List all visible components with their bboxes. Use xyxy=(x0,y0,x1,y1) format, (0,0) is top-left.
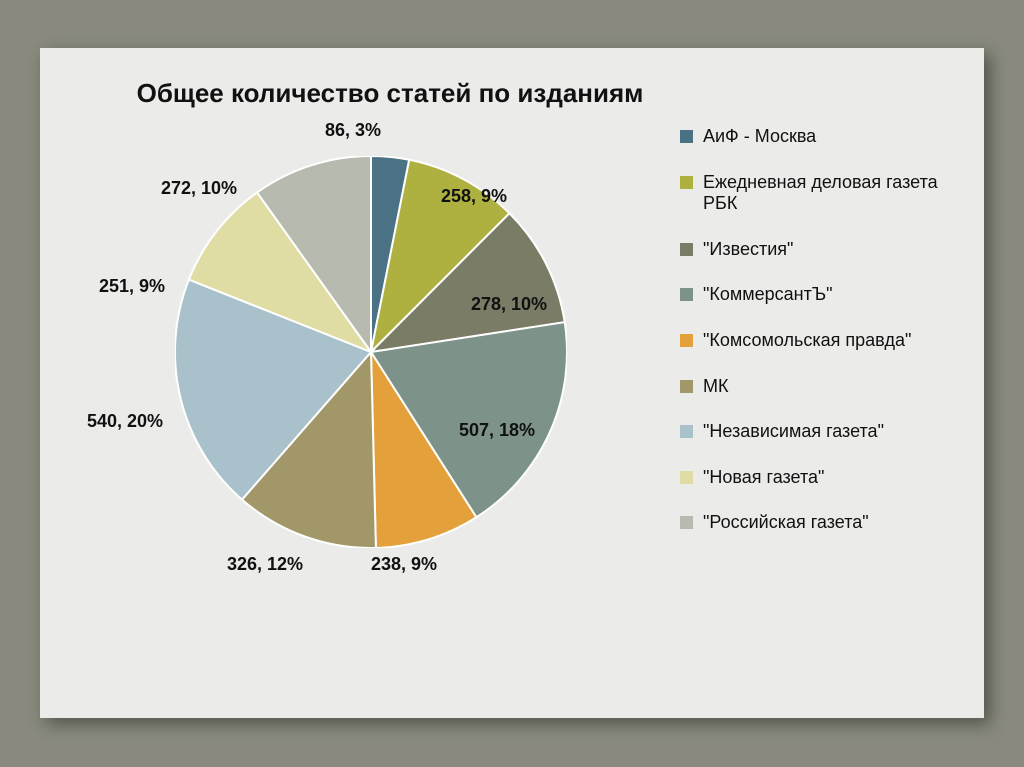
legend-swatch xyxy=(680,380,693,393)
slice-label: 238, 9% xyxy=(371,554,437,575)
legend-label: "Независимая газета" xyxy=(703,421,960,443)
legend-label: "Новая газета" xyxy=(703,467,960,489)
legend-label: "Известия" xyxy=(703,239,960,261)
legend-swatch xyxy=(680,176,693,189)
slice-label: 278, 10% xyxy=(471,294,547,315)
slice-label: 326, 12% xyxy=(227,554,303,575)
slice-label: 272, 10% xyxy=(161,178,237,199)
legend-label: "Российская газета" xyxy=(703,512,960,534)
legend-item: "Комсомольская правда" xyxy=(680,330,960,352)
legend-swatch xyxy=(680,334,693,347)
slice-label: 540, 20% xyxy=(87,411,163,432)
legend: АиФ - Москва Ежедневная деловая газета РБ… xyxy=(680,126,960,558)
legend-swatch xyxy=(680,471,693,484)
slice-label: 86, 3% xyxy=(325,120,381,141)
chart-title: Общее количество статей по изданиям xyxy=(40,78,740,109)
slide-frame: Общее количество статей по изданиям 86, … xyxy=(40,48,984,718)
legend-label: МК xyxy=(703,376,960,398)
pie-chart: 86, 3%258, 9%278, 10%507, 18%238, 9%326,… xyxy=(175,156,567,548)
legend-item: "КоммерсантЪ" xyxy=(680,284,960,306)
legend-item: АиФ - Москва xyxy=(680,126,960,148)
legend-item: Ежедневная деловая газета РБК xyxy=(680,172,960,215)
legend-swatch xyxy=(680,425,693,438)
slice-label: 507, 18% xyxy=(459,420,535,441)
legend-item: "Известия" xyxy=(680,239,960,261)
legend-swatch xyxy=(680,130,693,143)
legend-label: Ежедневная деловая газета РБК xyxy=(703,172,960,215)
legend-swatch xyxy=(680,243,693,256)
slice-label: 251, 9% xyxy=(99,276,165,297)
slice-label: 258, 9% xyxy=(441,186,507,207)
legend-label: "Комсомольская правда" xyxy=(703,330,960,352)
legend-label: АиФ - Москва xyxy=(703,126,960,148)
legend-item: МК xyxy=(680,376,960,398)
legend-item: "Российская газета" xyxy=(680,512,960,534)
legend-swatch xyxy=(680,516,693,529)
legend-swatch xyxy=(680,288,693,301)
legend-item: "Новая газета" xyxy=(680,467,960,489)
legend-label: "КоммерсантЪ" xyxy=(703,284,960,306)
legend-item: "Независимая газета" xyxy=(680,421,960,443)
